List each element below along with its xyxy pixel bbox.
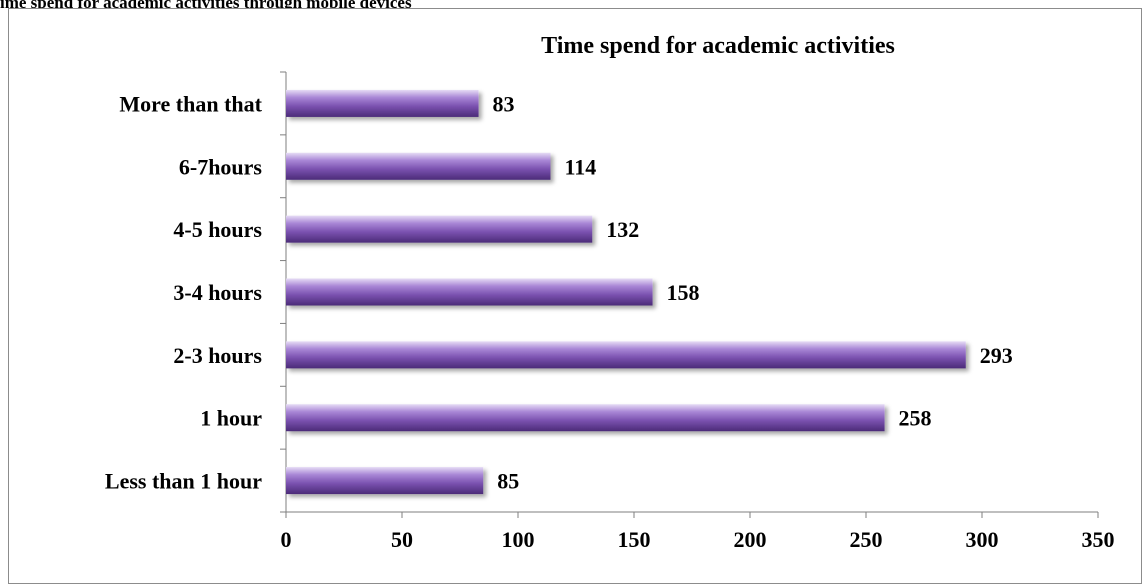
data-label: 158 [667,280,700,305]
bar [286,467,484,495]
y-tick-label: 1 hour [200,406,262,431]
y-tick-label: More than that [119,91,262,116]
data-labels: Less than 1 hour 85 1 hour 258 2-3 hours 293 3… [105,91,1013,493]
y-tick-label: 2-3 hours [173,343,262,368]
bar [286,89,479,117]
chart-axes: 0 50 100 150 200 250 300 350 [280,71,1115,552]
chart-title: Time spend for academic activities [541,33,895,59]
x-tick-label: 350 [1082,527,1115,552]
y-tick-label: Less than 1 hour [105,469,262,494]
bar [286,341,966,369]
x-tick-label: 250 [850,527,883,552]
bar [286,278,653,306]
x-tick-label: 0 [281,527,292,552]
data-label: 293 [980,343,1013,368]
data-label: 114 [564,154,596,179]
bar [286,404,885,432]
data-label: 83 [493,91,515,116]
data-label: 132 [606,217,639,242]
data-label: 85 [497,469,519,494]
bar [286,152,551,180]
x-tick-label: 200 [734,527,767,552]
x-tick-label: 100 [502,527,535,552]
bar [286,215,593,243]
y-tick-label: 4-5 hours [173,217,262,242]
x-tick-label: 300 [966,527,999,552]
y-tick-label: 3-4 hours [173,280,262,305]
x-tick-label: 50 [391,527,413,552]
bar-series [286,89,966,495]
x-tick-label: 150 [618,527,651,552]
y-tick-label: 6-7hours [179,154,263,179]
data-label: 258 [899,406,932,431]
